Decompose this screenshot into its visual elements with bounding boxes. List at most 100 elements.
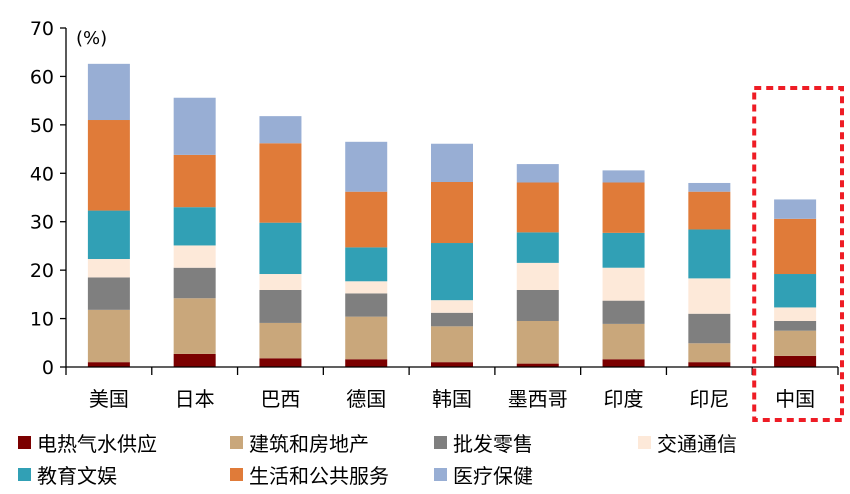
bar-segment (602, 267, 645, 301)
bar-segment (259, 274, 302, 290)
bar-segment (516, 164, 559, 183)
highlight-box (752, 86, 845, 422)
legend-label: 生活和公共服务 (249, 464, 389, 488)
legend-swatch (434, 468, 447, 481)
bar-segment (431, 326, 473, 363)
bar-segment (87, 309, 130, 363)
y-tick-label: 40 (30, 163, 54, 185)
bar-segment (173, 154, 216, 208)
legend-swatch (638, 436, 651, 449)
bar-segment (431, 300, 473, 313)
bar-segment (173, 267, 216, 299)
bar-segment (516, 289, 559, 321)
bar-segment (259, 289, 302, 323)
legend-item: 生活和公共服务 (230, 460, 389, 489)
legend-swatch (18, 436, 31, 449)
bar-segment (259, 222, 302, 275)
legend-item: 医疗保健 (434, 460, 533, 489)
y-tick-label: 70 (30, 18, 54, 40)
bar-segment (774, 199, 817, 219)
legend-label: 建筑和房地产 (249, 432, 369, 456)
x-category-label: 韩国 (432, 387, 472, 411)
bar-segment (259, 116, 302, 144)
bar-segment (688, 191, 731, 230)
bar-segment (688, 313, 731, 344)
bar-segment (87, 63, 130, 121)
legend-label: 交通通信 (657, 432, 737, 456)
bar-segment (774, 320, 817, 331)
bar-segment (345, 141, 388, 192)
bar-segment (602, 300, 645, 324)
legend-label: 批发零售 (453, 432, 533, 456)
legend-swatch (230, 468, 243, 481)
x-category-label: 墨西哥 (508, 387, 568, 411)
y-tick-label: 50 (30, 115, 54, 137)
bar-segment (259, 322, 302, 359)
x-category-label: 印度 (604, 387, 644, 411)
unit-label: (%) (76, 28, 107, 49)
x-category-label: 中国 (775, 387, 815, 411)
bar-segment (602, 182, 645, 233)
bar-segment (345, 281, 388, 294)
x-category-label: 日本 (175, 387, 215, 411)
bar-segment (345, 191, 388, 248)
bar-segment (688, 229, 731, 279)
stacked-bar-chart: 0 10 20 30 40 50 60 70 美国 日本 巴西 德国 韩国 墨西哥 印度 印尼 中国 (%) (30, 18, 845, 422)
bar-segment (774, 355, 817, 367)
bar-segment (774, 274, 817, 308)
bar-segment (774, 218, 817, 275)
x-category-label: 印尼 (689, 387, 729, 411)
bar-segment (87, 362, 130, 367)
bar-segment (87, 210, 130, 260)
bar-segment (688, 362, 731, 367)
y-tick-label: 60 (30, 66, 54, 88)
bar-segment (774, 330, 817, 356)
x-category-label: 美国 (89, 387, 129, 411)
bar-segment (259, 143, 302, 223)
bar-segment (345, 247, 388, 282)
y-tick-label: 20 (30, 260, 54, 282)
bar-segment (87, 120, 130, 211)
legend-item: 建筑和房地产 (230, 428, 369, 457)
bar-segment (173, 97, 216, 155)
bar-segment (87, 259, 130, 278)
legend-item: 教育文娱 (18, 460, 117, 489)
bar-segment (688, 278, 731, 314)
legend-swatch (230, 436, 243, 449)
bar-segment (602, 232, 645, 268)
bar-segment (431, 182, 473, 244)
legend-item: 电热气水供应 (18, 428, 157, 457)
bar-segment (431, 143, 473, 183)
legend-swatch (434, 436, 447, 449)
bar-segment (516, 262, 559, 290)
bar-segment (602, 170, 645, 183)
legend-item: 交通通信 (638, 428, 737, 457)
y-tick-label: 10 (30, 309, 54, 331)
y-tick-label: 0 (42, 357, 54, 379)
bar-segment (173, 245, 216, 268)
bar-segment (602, 359, 645, 367)
bar-segment (431, 362, 473, 367)
x-category-label: 德国 (346, 387, 386, 411)
bar-segment (345, 359, 388, 367)
bar-segment (259, 358, 302, 367)
bar-segment (774, 307, 817, 321)
legend-item: 批发零售 (434, 428, 533, 457)
bar-segment (516, 363, 559, 367)
bar-segment (87, 277, 130, 310)
legend: 电热气水供应 建筑和房地产 批发零售 交通通信教育文娱 生活和公共服务 医疗保健 (18, 428, 838, 492)
legend-label: 教育文娱 (37, 464, 117, 488)
bar-segment (173, 207, 216, 246)
bar-segment (345, 316, 388, 360)
bar-segment (516, 232, 559, 263)
legend-swatch (18, 468, 31, 481)
bar-segment (431, 312, 473, 327)
bar-segment (345, 293, 388, 317)
y-tick-label: 30 (30, 212, 54, 234)
bar-segment (516, 320, 559, 364)
legend-label: 医疗保健 (453, 464, 533, 488)
bar-segment (431, 243, 473, 301)
bar-segment (602, 323, 645, 360)
bar-segment (688, 182, 731, 192)
legend-label: 电热气水供应 (37, 432, 157, 456)
